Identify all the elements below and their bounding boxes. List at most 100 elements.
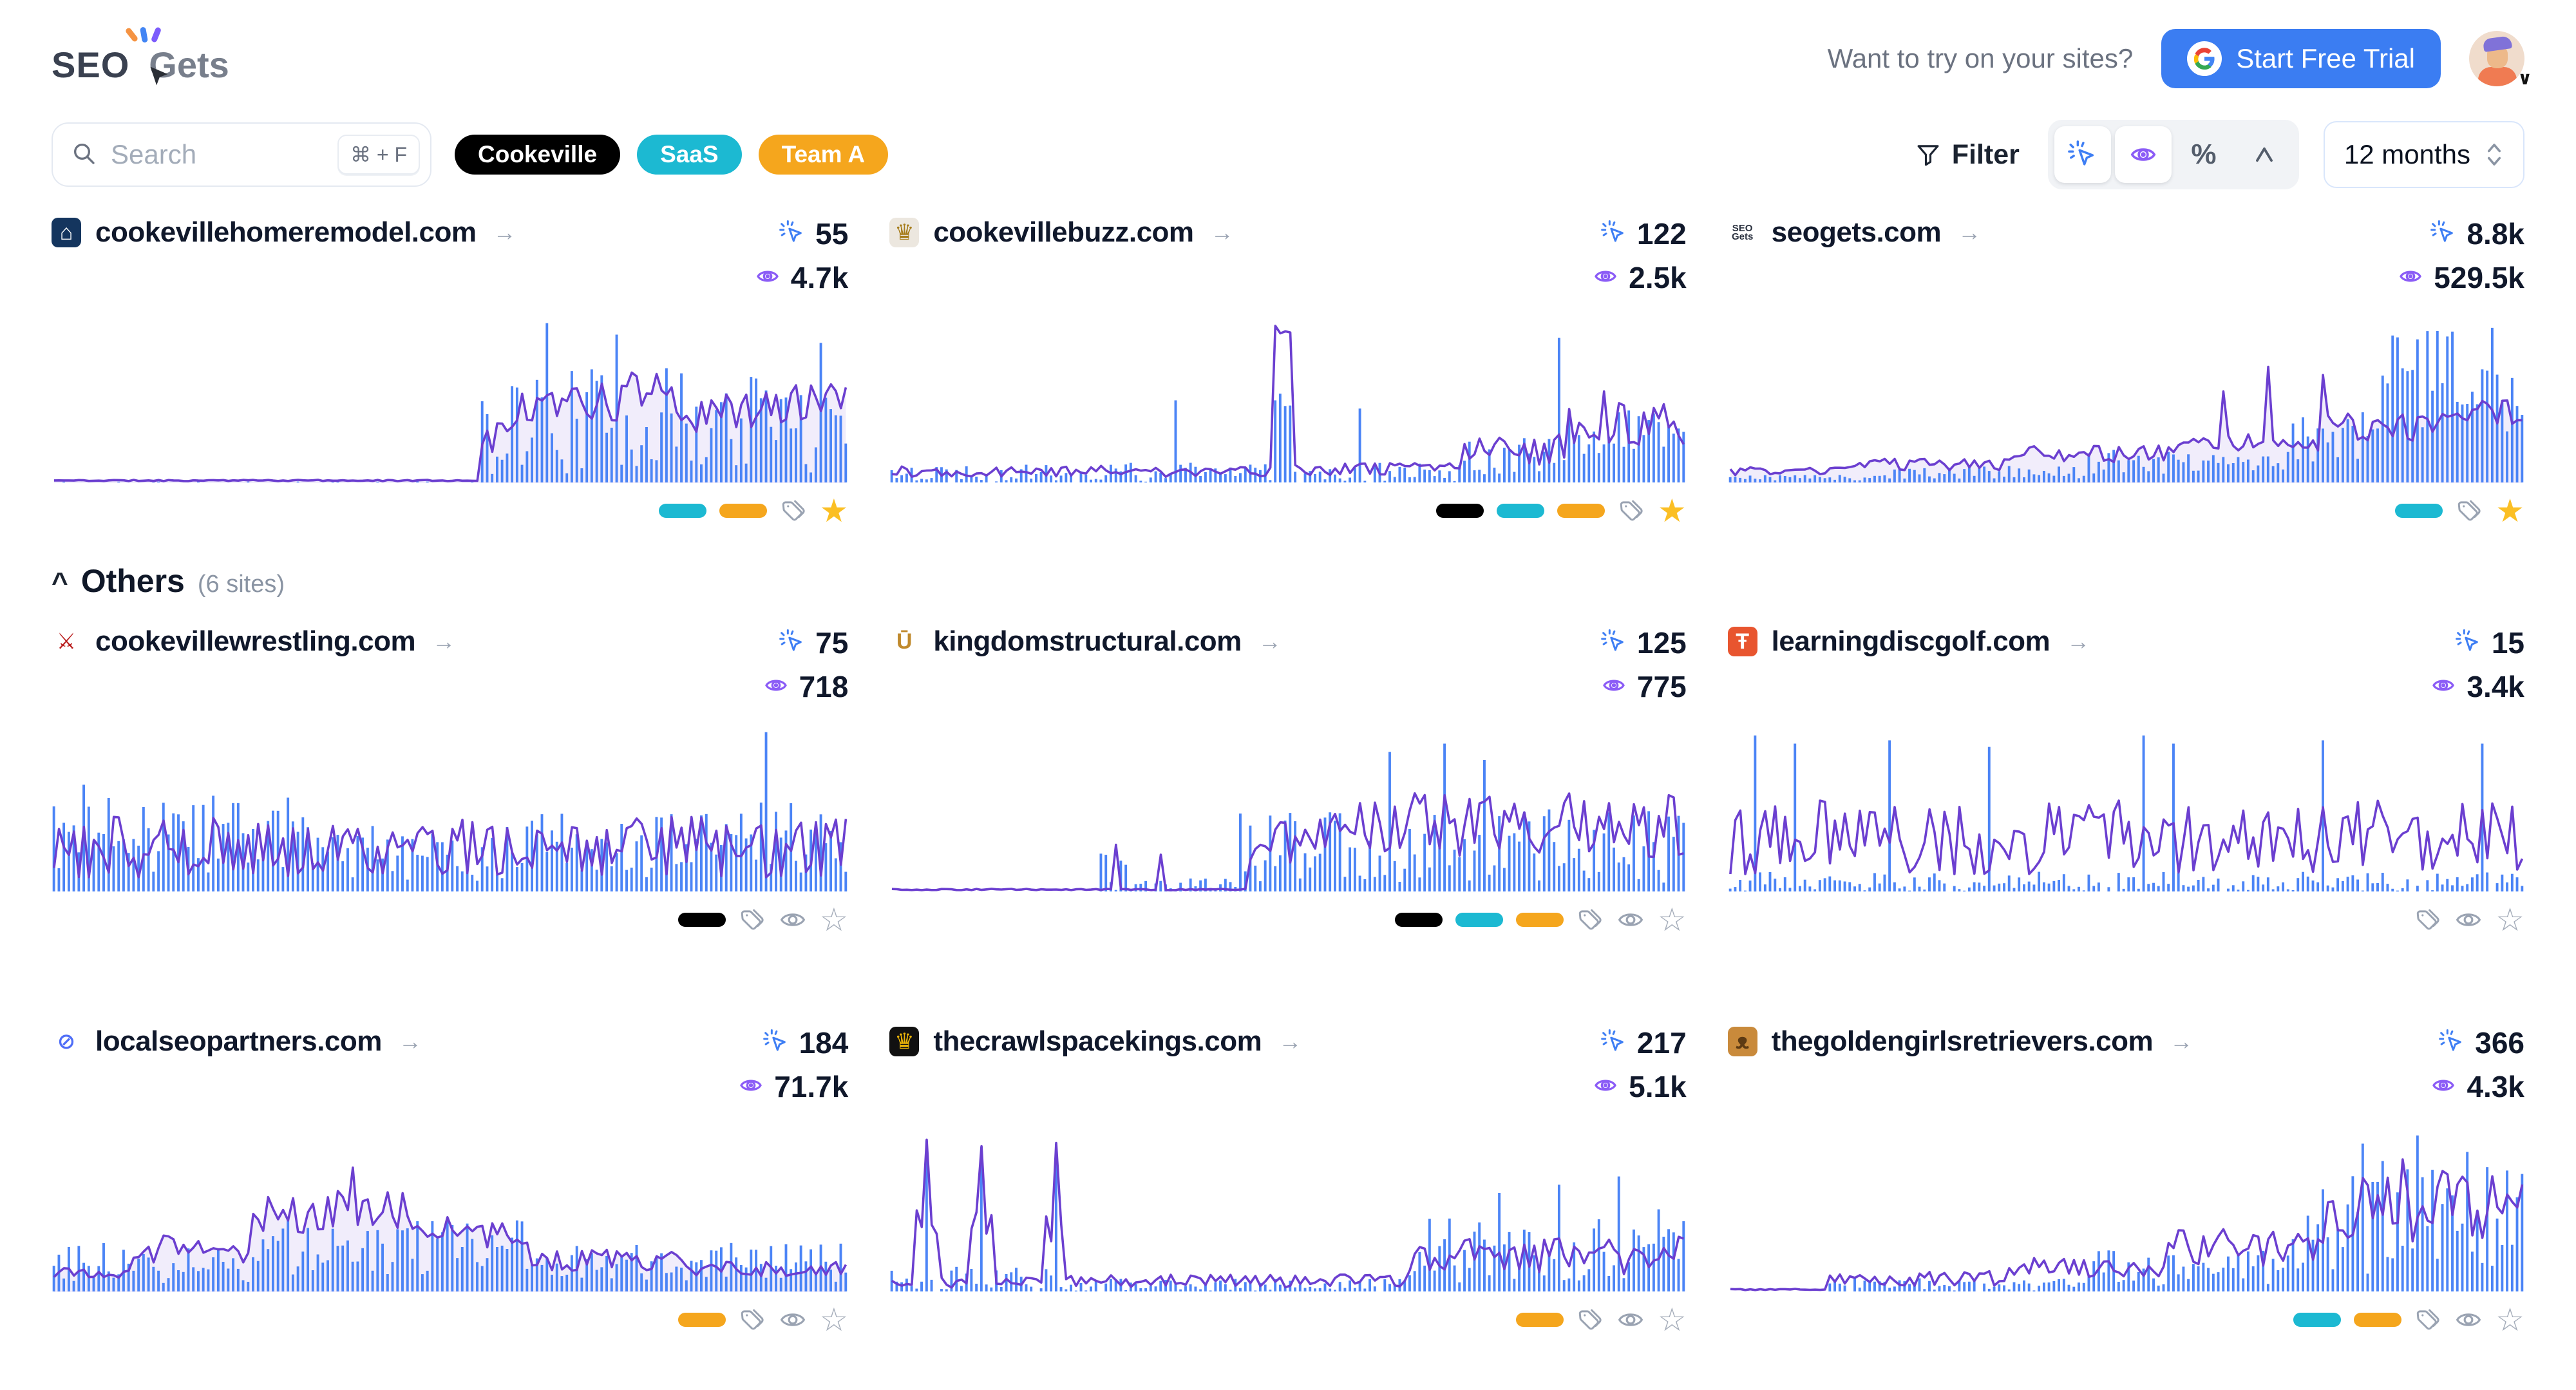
external-arrow-icon[interactable]: → [1210,219,1234,245]
tag-pill-team-a[interactable]: Team A [758,135,889,175]
toggle-clicks-button[interactable] [2054,126,2111,183]
tag-pill-saas[interactable]: SaaS [637,135,742,175]
tag-color-pill [677,1313,726,1327]
views-value: 2.5k [1629,261,1687,294]
views-stat: 4.7k [755,260,848,295]
dashboard-page: SEO Gets Want to try on your sites? Star… [52,23,2532,1338]
site-card-footer: ☆ [889,902,1687,938]
filter-button[interactable]: Filter [1911,138,2023,171]
traffic-sparkline-chart [52,313,848,484]
tags-icon[interactable] [1577,1306,1604,1333]
tags-icon[interactable] [739,1306,766,1333]
tags-icon[interactable] [1577,906,1604,933]
watch-eye-icon[interactable] [779,906,807,934]
avatar [2469,31,2524,86]
site-card-header: ⚔ cookevillewrestling.com → 75 718 [52,625,848,704]
site-stats: 122 2.5k [1593,216,1687,295]
views-stat: 71.7k [738,1069,848,1104]
favicon-glyph: ᴥ [1736,1029,1750,1054]
tag-color-pill [719,504,767,518]
star-filled-icon[interactable]: ★ [2496,493,2524,529]
search-box[interactable]: ⌘ + F [52,122,431,187]
search-shortcut-badge: ⌘ + F [337,135,420,175]
site-stats: 75 718 [763,625,848,704]
site-link[interactable]: ♛ cookevillebuzz.com → [889,216,1234,249]
collapse-chevron-icon[interactable]: ^ [52,567,68,598]
site-link[interactable]: SEO Gets seogets.com → [1727,216,1982,249]
toggle-ctr-button[interactable]: % [2175,126,2232,183]
logo-text-seo: SEO [52,44,130,85]
external-arrow-icon[interactable]: → [493,219,516,245]
tags-icon[interactable] [2414,906,2441,933]
site-link[interactable]: ♛ thecrawlspacekings.com → [889,1025,1302,1058]
star-filled-icon[interactable]: ★ [819,493,849,529]
star-outline-icon[interactable]: ☆ [819,1302,849,1338]
watch-eye-icon[interactable] [779,1306,807,1334]
site-card: ♛ thecrawlspacekings.com → 217 5.1k ☆ [889,1025,1687,1338]
star-outline-icon[interactable]: ☆ [819,902,849,938]
star-outline-icon[interactable]: ☆ [1657,902,1687,938]
views-value: 71.7k [774,1070,849,1103]
toggle-position-button[interactable] [2236,126,2293,183]
external-arrow-icon[interactable]: → [1278,1028,1302,1054]
external-arrow-icon[interactable]: → [398,1028,422,1054]
watch-eye-icon[interactable] [2454,1306,2483,1334]
watch-eye-icon[interactable] [2454,906,2483,934]
search-input[interactable] [109,138,337,171]
tags-icon[interactable] [780,497,807,524]
views-value: 529.5k [2434,261,2524,294]
start-free-trial-button[interactable]: Start Free Trial [2161,29,2441,88]
clicks-value: 125 [1636,626,1687,660]
favicon-text: SEO Gets [1731,222,1754,242]
site-link[interactable]: ⌂ cookevillehomeremodel.com → [52,216,516,249]
star-outline-icon[interactable]: ☆ [2496,1302,2524,1338]
select-chevrons-icon [2487,144,2501,166]
tags-icon[interactable] [739,906,766,933]
external-arrow-icon[interactable]: → [2067,628,2090,654]
external-arrow-icon[interactable]: → [1958,219,1982,245]
watch-eye-icon[interactable] [1616,1306,1645,1334]
favicon-glyph: ⚔ [56,629,77,654]
views-icon [2430,1072,2456,1101]
site-card: ♛ cookevillebuzz.com → 122 2.5k ★ [889,216,1687,529]
funnel-icon [1917,145,1939,166]
tags-icon[interactable] [2414,1306,2441,1333]
site-domain: cookevillebuzz.com [933,216,1194,248]
watch-eye-icon[interactable] [1616,906,1645,934]
tags-icon[interactable] [2456,497,2483,524]
site-card-footer: ☆ [889,1302,1687,1338]
traffic-sparkline-chart [1728,313,2524,484]
site-link[interactable]: ⚔ cookevillewrestling.com → [52,625,455,658]
clicks-icon [2455,629,2481,658]
views-icon [1593,1072,1618,1101]
star-outline-icon[interactable]: ☆ [1657,1302,1687,1338]
top-bar: SEO Gets Want to try on your sites? Star… [52,23,2532,94]
clicks-value: 366 [2475,1026,2524,1060]
user-menu[interactable]: ∨ [2469,31,2532,88]
others-count: (6 sites) [197,571,285,598]
google-logo-icon [2187,41,2222,76]
date-range-select[interactable]: 12 months [2323,121,2524,188]
site-domain: thecrawlspacekings.com [933,1025,1262,1057]
toggle-views-button[interactable] [2114,126,2172,183]
clicks-value: 8.8k [2467,217,2524,251]
tags-icon[interactable] [1618,497,1645,524]
site-stats: 15 3.4k [2430,625,2524,704]
external-arrow-icon[interactable]: → [2170,1028,2193,1054]
star-outline-icon[interactable]: ☆ [2496,902,2524,938]
views-stat: 2.5k [1593,260,1687,295]
site-link[interactable]: ⊘ localseopartners.com → [52,1025,422,1058]
external-arrow-icon[interactable]: → [432,628,456,654]
tag-pill-cookeville[interactable]: Cookeville [455,135,621,175]
site-card-header: ⌂ cookevillehomeremodel.com → 55 4.7k [52,216,848,295]
site-card-header: ᴥ thegoldengirlsretrievers.com → 366 4.3k [1727,1025,2524,1104]
others-title: Others [80,563,185,599]
clicks-stat: 75 [779,625,848,660]
app-logo[interactable]: SEO Gets [52,26,229,86]
external-arrow-icon[interactable]: → [1258,628,1282,654]
site-link[interactable]: ᴥ thegoldengirlsretrievers.com → [1727,1025,2193,1058]
star-filled-icon[interactable]: ★ [1657,493,1687,529]
